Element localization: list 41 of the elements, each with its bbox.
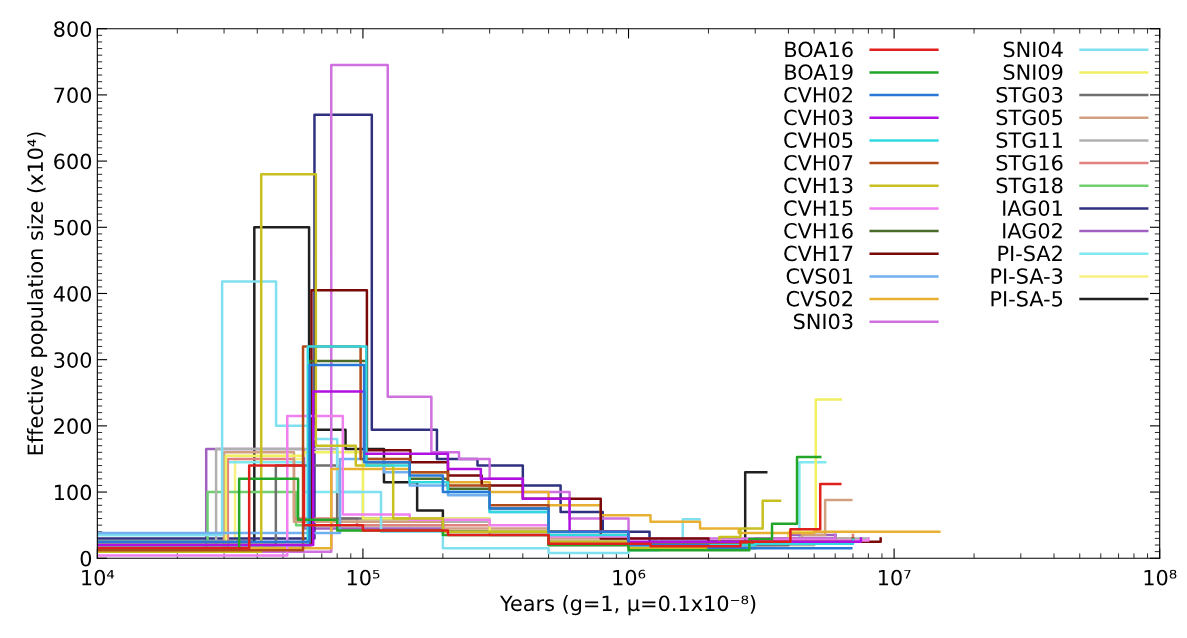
legend-label: PI-SA-5 — [991, 290, 1063, 307]
legend-label: PI-SA-3 — [991, 268, 1063, 284]
legend-label: CVH03 — [784, 109, 853, 126]
legend-label: STG18 — [996, 177, 1063, 194]
legend-label: STG11 — [996, 132, 1062, 148]
legend-label: IAG02 — [1003, 222, 1062, 239]
x-tick-label: 10⁷ — [878, 569, 911, 586]
x-axis-title: Years (g=1, μ=0.1x10⁻⁸) — [499, 595, 756, 616]
legend-label: CVH17 — [784, 245, 853, 262]
legend-label: CVH13 — [784, 177, 853, 194]
legend-label: CVH07 — [784, 154, 853, 171]
y-tick-label: 700 — [54, 87, 92, 104]
legend-label: CVH05 — [784, 132, 853, 148]
y-tick-label: 500 — [54, 219, 92, 236]
legend-label: CVS01 — [786, 268, 853, 284]
y-tick-label: 100 — [55, 484, 92, 501]
x-tick-label: 10⁴ — [82, 569, 115, 586]
legend-label: SNI03 — [793, 313, 853, 330]
x-tick-label: 10⁵ — [347, 569, 380, 586]
legend-label: CVH02 — [784, 86, 852, 103]
y-tick-label: 600 — [54, 153, 92, 170]
legend-label: CVH15 — [784, 200, 853, 216]
y-tick-label: 300 — [54, 352, 92, 368]
legend-label: CVH16 — [784, 222, 853, 239]
y-tick-label: 200 — [54, 418, 92, 435]
x-tick-label: 10⁶ — [613, 569, 646, 586]
legend-label: BOA19 — [785, 64, 853, 80]
legend-label: PI-SA2 — [998, 245, 1062, 262]
y-tick-label: 400 — [53, 285, 92, 302]
legend-label: IAG01 — [1003, 200, 1062, 216]
legend-label: SNI04 — [1003, 41, 1063, 58]
legend-label: SNI09 — [1003, 64, 1063, 80]
y-tick-label: 0 — [80, 550, 92, 567]
x-tick-label: 10⁸ — [1144, 569, 1177, 586]
legend-label: STG03 — [996, 86, 1063, 103]
legend-label: STG05 — [996, 109, 1063, 126]
legend-label: CVS02 — [786, 290, 852, 307]
y-tick-label: 800 — [54, 21, 92, 37]
legend-label: STG16 — [996, 154, 1063, 171]
legend-label: BOA16 — [785, 41, 853, 58]
y-axis-title: Effective population size (x10⁴) — [26, 132, 48, 455]
